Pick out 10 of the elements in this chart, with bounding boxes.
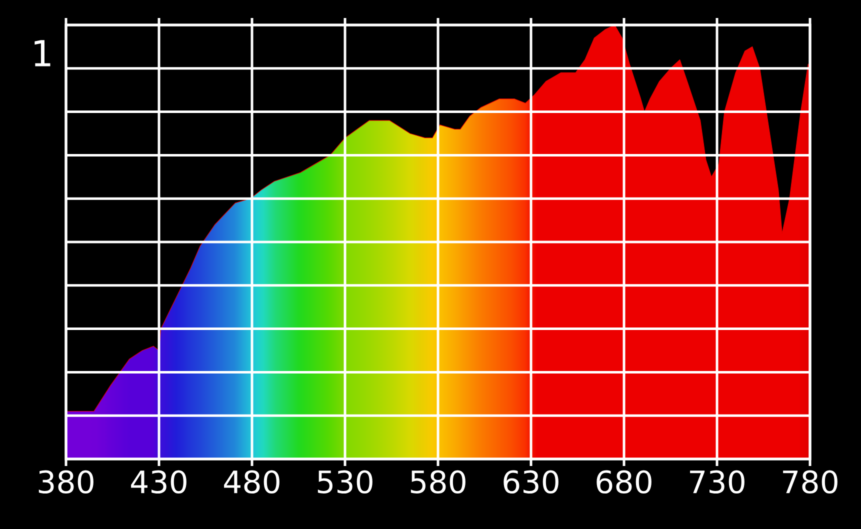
x-tick-label: 580 xyxy=(410,470,466,494)
x-tick-label: 480 xyxy=(224,470,280,494)
x-tick-label: 730 xyxy=(690,470,744,494)
x-tick-label: 380 xyxy=(38,470,94,494)
x-tick-label: 630 xyxy=(504,470,558,494)
text: 1 xyxy=(34,40,50,66)
x-tick-label: 530 xyxy=(318,470,372,494)
x-tick-label: 680 xyxy=(596,470,652,494)
x-tick-label: 430 xyxy=(131,470,186,494)
x-tick-label: 780 xyxy=(783,470,838,494)
